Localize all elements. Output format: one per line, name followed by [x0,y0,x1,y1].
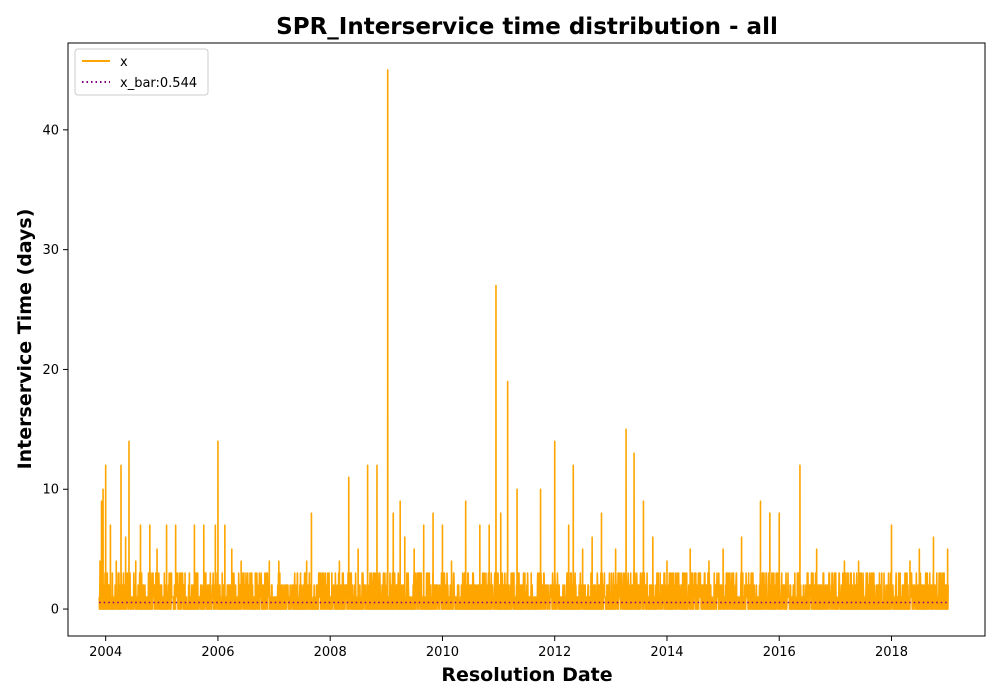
y-tick-label-10: 10 [42,483,59,498]
plot-area [98,69,949,610]
y-tick-label-30: 30 [42,243,59,258]
x-axis-label: Resolution Date [441,664,612,686]
x-tick-label-2016: 2016 [763,645,796,660]
x-tick-label-2010: 2010 [426,645,459,660]
y-axis: 0 10 20 30 40 [42,123,68,618]
x-tick-label-2004: 2004 [89,645,122,660]
x-tick-label-2006: 2006 [201,645,234,660]
y-tick-label-0: 0 [51,603,59,618]
chart-title: SPR_Interservice time distribution - all [276,14,778,40]
x-axis: 2004 2006 2008 2010 2012 2014 2016 2018 [89,636,908,660]
series-layer [98,69,949,610]
legend-label-x: x [120,55,128,70]
plot-frame [67,42,986,637]
y-tick-label-40: 40 [42,123,59,138]
y-tick-label-20: 20 [42,363,59,378]
x-tick-label-2014: 2014 [650,645,683,660]
x-tick-label-2018: 2018 [875,645,908,660]
legend: x x_bar:0.544 [74,48,209,96]
series-x-line [98,69,949,610]
y-axis-label: Interservice Time (days) [14,209,36,470]
x-tick-label-2012: 2012 [538,645,571,660]
x-tick-label-2008: 2008 [314,645,347,660]
legend-label-x-bar: x_bar:0.544 [120,76,197,91]
